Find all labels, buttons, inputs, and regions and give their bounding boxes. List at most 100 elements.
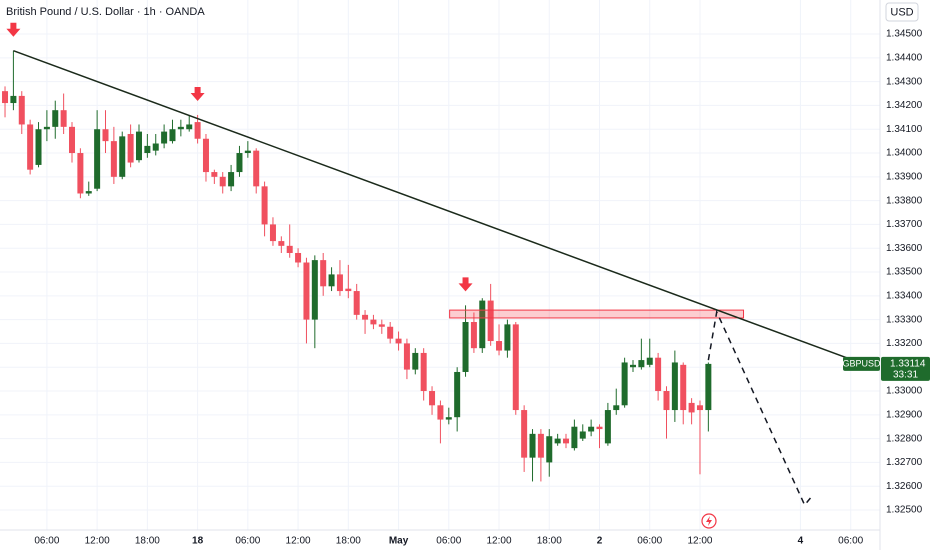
x-tick-label: 18:00 xyxy=(336,536,361,547)
x-tick-label: May xyxy=(389,536,409,547)
candle-body xyxy=(496,341,503,351)
candle-body xyxy=(387,326,394,339)
candle-body xyxy=(286,245,293,253)
x-tick-label: 06:00 xyxy=(235,536,260,547)
x-tick-label: 12:00 xyxy=(85,536,110,547)
candle-body xyxy=(202,138,209,173)
chart-title: British Pound / U.S. Dollar · 1h · OANDA xyxy=(6,6,205,18)
candle-body xyxy=(269,224,276,242)
candle-body xyxy=(253,150,260,187)
candle-body xyxy=(18,95,25,125)
y-tick-label: 1.34200 xyxy=(886,100,923,111)
candle-body xyxy=(412,352,419,370)
candle-body xyxy=(295,252,302,263)
x-tick-label: 4 xyxy=(798,536,804,547)
y-tick-label: 1.33000 xyxy=(886,386,923,397)
candle-body xyxy=(35,129,42,165)
event-icon[interactable] xyxy=(701,513,717,529)
candle-body xyxy=(177,126,184,130)
symbol-label: GBPUSD xyxy=(842,358,881,368)
candle-body xyxy=(60,110,67,127)
candle-body xyxy=(144,145,151,154)
y-tick-label: 1.33700 xyxy=(886,219,923,230)
candle-body xyxy=(596,426,603,430)
y-tick-label: 1.32600 xyxy=(886,481,923,492)
y-tick-label: 1.33500 xyxy=(886,267,923,278)
candle-body xyxy=(303,262,310,320)
candle-body xyxy=(110,141,117,177)
candle-body xyxy=(127,133,134,163)
candle-body xyxy=(521,410,528,458)
candle-body xyxy=(663,391,670,411)
candle-body xyxy=(512,324,519,411)
y-tick-label: 1.33900 xyxy=(886,171,923,182)
candle-body xyxy=(345,288,352,292)
x-tick-label: 12:00 xyxy=(687,536,712,547)
x-tick-label: 06:00 xyxy=(637,536,662,547)
candle-body xyxy=(244,150,251,154)
candle-body xyxy=(336,274,343,292)
candle-body xyxy=(353,291,360,315)
candle-body xyxy=(69,126,76,154)
x-tick-label: 06:00 xyxy=(838,536,863,547)
y-tick-label: 1.33400 xyxy=(886,290,923,301)
candle-body xyxy=(77,153,84,194)
y-tick-label: 1.32800 xyxy=(886,433,923,444)
x-tick-label: 06:00 xyxy=(436,536,461,547)
candle-body xyxy=(219,176,226,187)
trendline xyxy=(13,49,881,371)
candle-body xyxy=(429,391,436,406)
candle-body xyxy=(437,405,444,420)
candle-body xyxy=(186,124,193,130)
y-tick-label: 1.32700 xyxy=(886,457,923,468)
candle-body xyxy=(236,153,243,173)
candle-body xyxy=(671,362,678,411)
candle-body xyxy=(420,352,427,392)
candle-body xyxy=(102,129,109,142)
candle-body xyxy=(546,436,553,463)
x-tick-label: 18 xyxy=(192,536,204,547)
candle-body xyxy=(94,129,101,189)
axes: 1.32500 1.32600 1.32700 1.32800 1.32900 1.330… xyxy=(34,29,930,547)
x-tick-label: 2 xyxy=(597,536,603,547)
projection-path xyxy=(707,309,812,507)
candle-body xyxy=(395,338,402,344)
candle-body xyxy=(2,91,9,104)
currency-button[interactable] xyxy=(885,2,919,22)
candle-body xyxy=(646,357,653,365)
candle-body xyxy=(487,300,494,342)
candle-body xyxy=(370,319,377,325)
y-tick-label: 1.33200 xyxy=(886,338,923,349)
price-label: 1.33114 xyxy=(890,359,926,370)
x-tick-label: 12:00 xyxy=(286,536,311,547)
candle-body xyxy=(311,260,318,320)
y-tick-label: 1.34300 xyxy=(886,76,923,87)
candle-body xyxy=(504,324,511,351)
grid xyxy=(0,0,880,530)
candle-body xyxy=(613,405,620,411)
candle-body xyxy=(52,110,59,127)
candle-body xyxy=(629,364,636,368)
candle-body xyxy=(43,126,50,130)
plot xyxy=(2,22,881,507)
candle-body xyxy=(135,131,142,161)
y-tick-label: 1.32500 xyxy=(886,505,923,516)
x-tick-label: 18:00 xyxy=(135,536,160,547)
candle-body xyxy=(228,172,235,187)
x-tick-label: 06:00 xyxy=(34,536,59,547)
y-tick-label: 1.34000 xyxy=(886,148,923,159)
event-icon-bolt xyxy=(706,516,712,526)
y-tick-label: 1.33300 xyxy=(886,314,923,325)
candle-body xyxy=(161,131,168,144)
candle-body xyxy=(261,186,268,225)
candle-body xyxy=(680,364,687,411)
candle-body xyxy=(655,357,662,392)
signal-arrow xyxy=(458,277,473,292)
candle-body xyxy=(571,426,578,449)
candle-body xyxy=(169,129,176,142)
candle-body xyxy=(320,260,327,287)
currency-label[interactable]: USD xyxy=(890,6,913,18)
resistance-zone xyxy=(449,309,745,319)
candle-body xyxy=(529,433,536,458)
